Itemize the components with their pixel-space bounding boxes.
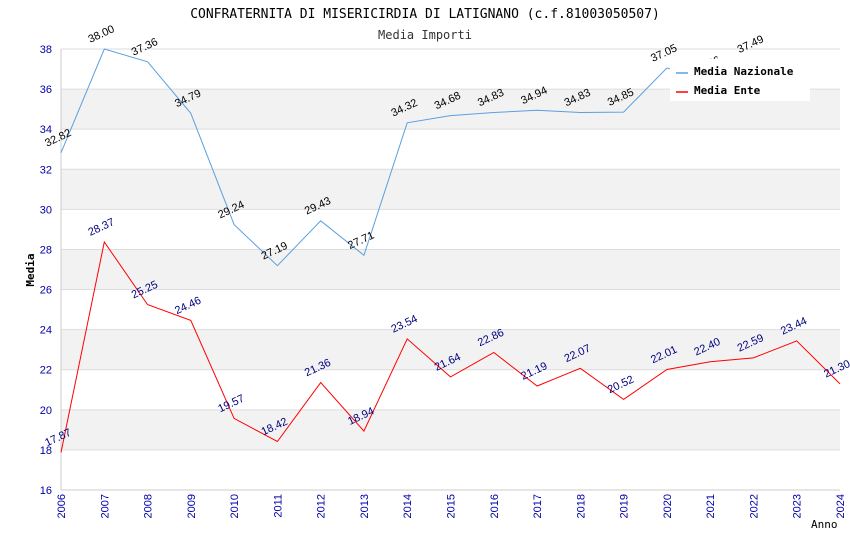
x-tick-label: 2010 — [229, 494, 241, 518]
series-line-ente — [60, 240, 841, 453]
y-tick-label: 38 — [40, 44, 52, 56]
y-tick-label: 24 — [40, 325, 52, 337]
grid-band — [61, 249, 840, 290]
y-axis-label: Media — [24, 253, 37, 286]
y-tick-label: 36 — [40, 84, 52, 96]
y-tick-label: 30 — [40, 204, 52, 216]
x-tick-label: 2008 — [143, 494, 155, 518]
legend: Media Nazionale Media Ente — [670, 59, 810, 101]
y-tick-label: 28 — [40, 244, 52, 256]
x-tick-label: 2006 — [56, 494, 68, 518]
x-tick-labels: 2006 2007 2008 2009 2010 2011 2012 2013 2014 2015… — [56, 494, 847, 518]
series-line-nazionale — [60, 48, 754, 267]
grid-band — [61, 409, 840, 450]
data-label: 28.37 — [86, 216, 116, 239]
axes — [60, 49, 840, 491]
x-tick-label: 2023 — [792, 494, 804, 518]
y-tick-label: 32 — [40, 164, 52, 176]
x-tick-label: 2017 — [532, 494, 544, 518]
grid-band — [61, 169, 840, 210]
y-tick-label: 20 — [40, 405, 52, 417]
x-tick-label: 2014 — [402, 494, 414, 518]
x-tick-label: 2007 — [99, 494, 111, 518]
x-tick-label: 2016 — [489, 494, 501, 518]
x-tick-label: 2012 — [316, 494, 328, 518]
x-tick-label: 2019 — [619, 494, 631, 518]
x-tick-label: 2022 — [748, 494, 760, 518]
grid-bands — [61, 48, 840, 491]
data-label: 37.49 — [736, 33, 766, 56]
x-tick-label: 2021 — [705, 494, 717, 518]
data-label: 24.46 — [173, 295, 203, 318]
x-tick-label: 2020 — [662, 494, 674, 518]
data-label: 20.52 — [606, 374, 636, 397]
legend-label-nazionale: Media Nazionale — [694, 65, 794, 78]
y-tick-label: 18 — [40, 445, 52, 457]
chart-subtitle: Media Importi — [378, 28, 472, 42]
y-tick-labels: 16 18 20 22 24 26 28 30 32 34 36 38 — [40, 44, 52, 497]
x-tick-label: 2009 — [186, 494, 198, 518]
legend-box — [670, 59, 810, 101]
y-tick-label: 16 — [40, 485, 52, 497]
x-tick-label: 2011 — [272, 494, 284, 518]
x-tick-label: 2013 — [359, 494, 371, 518]
y-tick-label: 34 — [40, 124, 52, 136]
y-tick-label: 26 — [40, 285, 52, 297]
x-tick-label: 2024 — [835, 494, 847, 518]
y-tick-label: 22 — [40, 365, 52, 377]
grid-band — [61, 329, 840, 370]
data-label: 38.00 — [86, 23, 116, 46]
x-tick-label: 2018 — [575, 494, 587, 518]
legend-label-ente: Media Ente — [694, 84, 761, 97]
data-label: 37.36 — [130, 36, 160, 59]
data-label: 27.71 — [346, 229, 376, 252]
x-axis-label: Anno — [811, 518, 838, 531]
series-lines — [60, 48, 841, 453]
x-tick-label: 2015 — [446, 494, 458, 518]
chart-title: CONFRATERNITA DI MISERICIRDIA DI LATIGNA… — [190, 7, 660, 22]
